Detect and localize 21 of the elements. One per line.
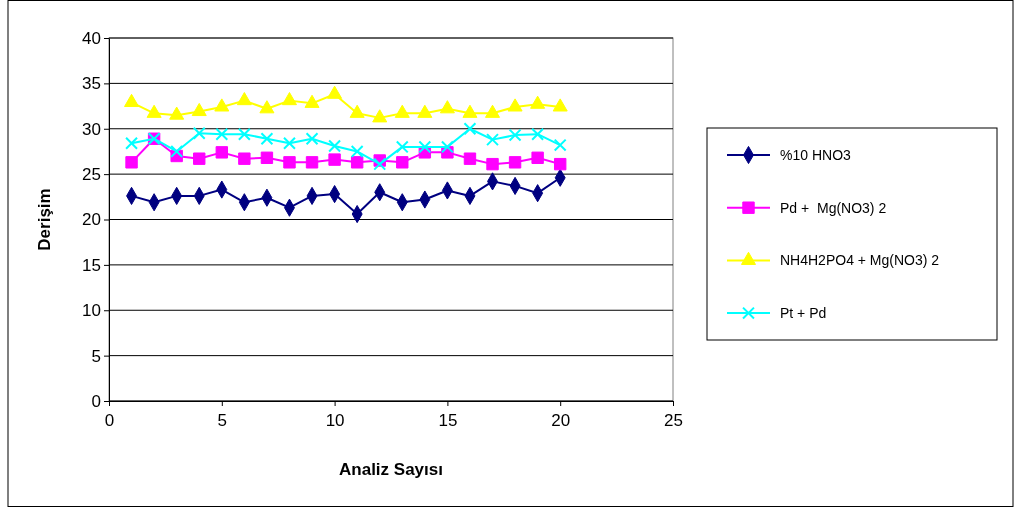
x-tick-label: 5 <box>217 411 228 430</box>
legend-label: Pt + Pd <box>780 305 827 322</box>
y-tick-label: 40 <box>82 28 101 48</box>
legend-label: Pd + Mg(NO3) 2 <box>780 199 887 216</box>
legend-label: %10 HNO3 <box>780 147 852 163</box>
x-tick-label: 15 <box>438 411 458 430</box>
x-tick-label: 0 <box>104 411 115 430</box>
x-axis-title: Analiz Sayısı <box>339 460 443 479</box>
y-tick-label: 15 <box>82 255 101 275</box>
y-tick-label: 30 <box>82 119 101 139</box>
y-tick-label: 20 <box>82 210 101 230</box>
x-tick-label: 25 <box>664 411 683 430</box>
x-tick-label: 10 <box>325 411 345 430</box>
legend-label: NH4H2PO4 + Mg(NO3) 2 <box>780 252 940 269</box>
y-tick-label: 35 <box>82 74 101 94</box>
y-tick-label: 10 <box>82 301 101 321</box>
y-tick-label: 5 <box>91 346 101 366</box>
y-axis-title: Derişim <box>35 188 54 251</box>
y-tick-label: 25 <box>82 165 101 185</box>
y-tick-label: 0 <box>91 391 101 411</box>
x-tick-label: 20 <box>551 411 571 430</box>
